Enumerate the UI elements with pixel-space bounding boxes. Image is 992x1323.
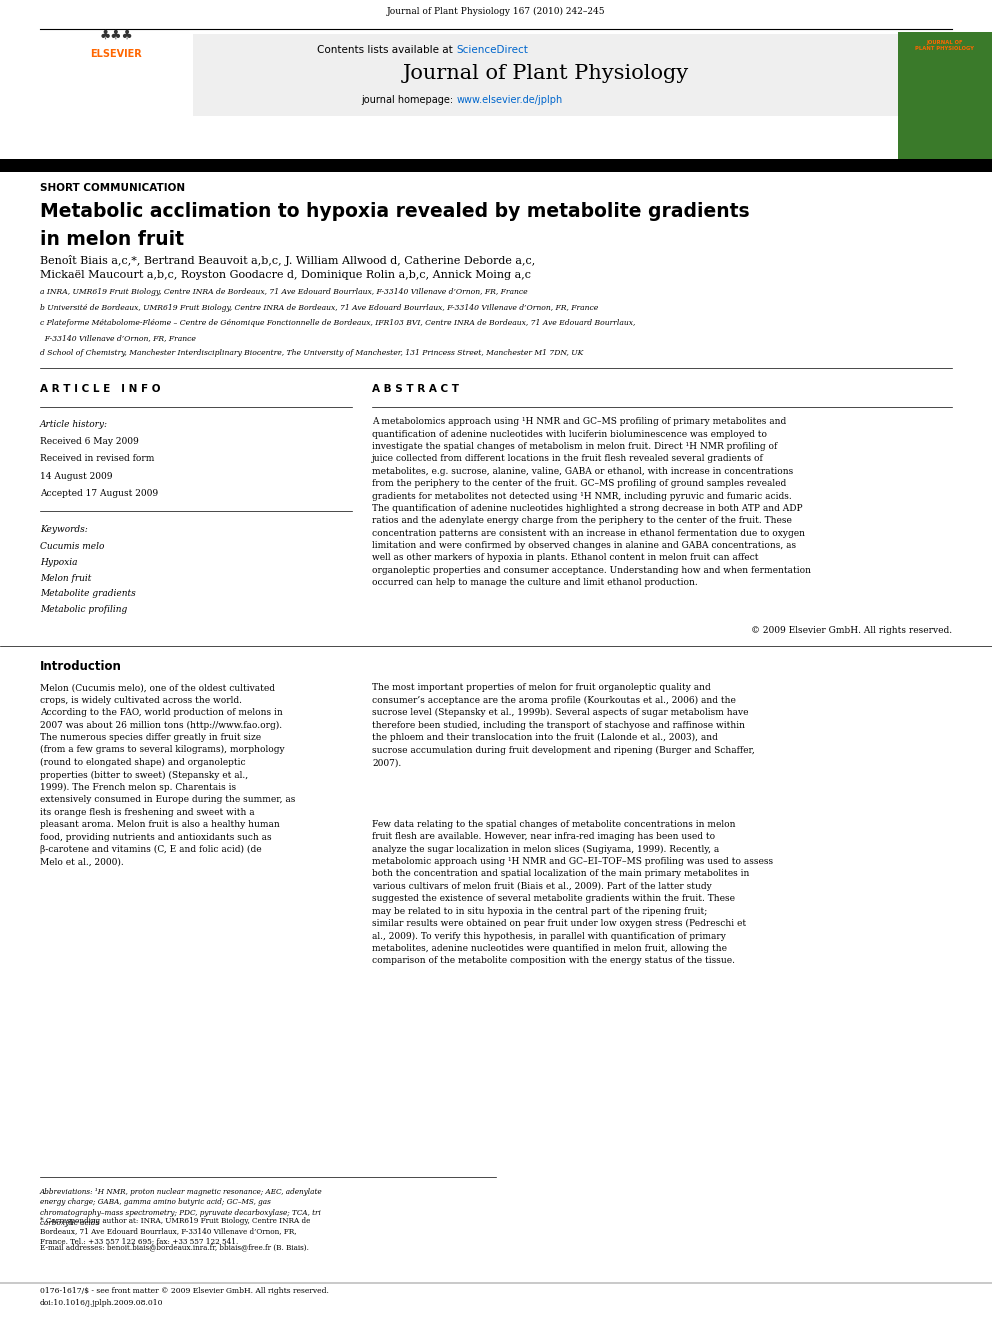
Text: Cucumis melo: Cucumis melo xyxy=(40,541,104,550)
Text: Introduction: Introduction xyxy=(40,659,122,672)
Text: Journal of Plant Physiology 167 (2010) 242–245: Journal of Plant Physiology 167 (2010) 2… xyxy=(387,7,605,16)
Text: Metabolic acclimation to hypoxia revealed by metabolite gradients: Metabolic acclimation to hypoxia reveale… xyxy=(40,202,749,221)
Text: A metabolomics approach using ¹H NMR and GC–MS profiling of primary metabolites : A metabolomics approach using ¹H NMR and… xyxy=(372,417,811,587)
Text: doi:10.1016/j.jplph.2009.08.010: doi:10.1016/j.jplph.2009.08.010 xyxy=(40,1299,163,1307)
Text: Melon (Cucumis melo), one of the oldest cultivated
crops, is widely cultivated a: Melon (Cucumis melo), one of the oldest … xyxy=(40,683,295,867)
FancyBboxPatch shape xyxy=(0,159,992,172)
Text: Article history:: Article history: xyxy=(40,419,108,429)
Text: Abbreviations: ¹H NMR, proton nuclear magnetic resonance; AEC, adenylate
energy : Abbreviations: ¹H NMR, proton nuclear ma… xyxy=(40,1188,322,1228)
Text: c Plateforme Métabolome-Fléome – Centre de Génomique Fonctionnelle de Bordeaux, : c Plateforme Métabolome-Fléome – Centre … xyxy=(40,319,635,327)
Text: journal homepage:: journal homepage: xyxy=(361,95,456,106)
Text: 14 August 2009: 14 August 2009 xyxy=(40,471,112,480)
Text: SHORT COMMUNICATION: SHORT COMMUNICATION xyxy=(40,183,185,193)
Text: a INRA, UMR619 Fruit Biology, Centre INRA de Bordeaux, 71 Ave Edouard Bourrlaux,: a INRA, UMR619 Fruit Biology, Centre INR… xyxy=(40,288,528,296)
Text: Journal of Plant Physiology: Journal of Plant Physiology xyxy=(403,64,688,82)
FancyBboxPatch shape xyxy=(193,34,898,116)
Text: ♣♣♣: ♣♣♣ xyxy=(99,29,133,42)
Text: * Corresponding author at: INRA, UMR619 Fruit Biology, Centre INRA de
Bordeaux, : * Corresponding author at: INRA, UMR619 … xyxy=(40,1217,310,1246)
Text: Received 6 May 2009: Received 6 May 2009 xyxy=(40,437,139,446)
Text: © 2009 Elsevier GmbH. All rights reserved.: © 2009 Elsevier GmbH. All rights reserve… xyxy=(751,626,952,635)
Text: 0176-1617/$ - see front matter © 2009 Elsevier GmbH. All rights reserved.: 0176-1617/$ - see front matter © 2009 El… xyxy=(40,1287,328,1295)
Text: www.elsevier.de/jplph: www.elsevier.de/jplph xyxy=(456,95,562,106)
Text: E-mail addresses: benoit.biais@bordeaux.inra.fr, bbiais@free.fr (B. Biais).: E-mail addresses: benoit.biais@bordeaux.… xyxy=(40,1244,309,1252)
Text: Metabolic profiling: Metabolic profiling xyxy=(40,605,127,614)
Text: A R T I C L E   I N F O: A R T I C L E I N F O xyxy=(40,384,160,394)
Text: JOURNAL OF
PLANT PHYSIOLOGY: JOURNAL OF PLANT PHYSIOLOGY xyxy=(915,40,974,50)
Text: Keywords:: Keywords: xyxy=(40,524,87,533)
Text: Few data relating to the spatial changes of metabolite concentrations in melon
f: Few data relating to the spatial changes… xyxy=(372,820,773,966)
Text: Contents lists available at: Contents lists available at xyxy=(317,45,456,56)
Text: d School of Chemistry, Manchester Interdisciplinary Biocentre, The University of: d School of Chemistry, Manchester Interd… xyxy=(40,349,583,357)
Text: ELSEVIER: ELSEVIER xyxy=(90,49,142,60)
Text: in melon fruit: in melon fruit xyxy=(40,230,184,249)
Text: The most important properties of melon for fruit organoleptic quality and
consum: The most important properties of melon f… xyxy=(372,683,755,767)
Text: Melon fruit: Melon fruit xyxy=(40,573,91,582)
Text: F-33140 Villenave d’Ornon, FR, France: F-33140 Villenave d’Ornon, FR, France xyxy=(40,333,195,343)
FancyBboxPatch shape xyxy=(40,32,193,161)
Text: Mickaël Maucourt a,b,c, Royston Goodacre d, Dominique Rolin a,b,c, Annick Moing : Mickaël Maucourt a,b,c, Royston Goodacre… xyxy=(40,270,531,280)
Text: Metabolite gradients: Metabolite gradients xyxy=(40,589,136,598)
Text: Benoît Biais a,c,*, Bertrand Beauvoit a,b,c, J. William Allwood d, Catherine Deb: Benoît Biais a,c,*, Bertrand Beauvoit a,… xyxy=(40,255,535,266)
Text: Accepted 17 August 2009: Accepted 17 August 2009 xyxy=(40,488,158,497)
Text: A B S T R A C T: A B S T R A C T xyxy=(372,384,459,394)
Text: b Université de Bordeaux, UMR619 Fruit Biology, Centre INRA de Bordeaux, 71 Ave : b Université de Bordeaux, UMR619 Fruit B… xyxy=(40,303,598,312)
Text: Hypoxia: Hypoxia xyxy=(40,557,77,566)
Text: Received in revised form: Received in revised form xyxy=(40,454,154,463)
FancyBboxPatch shape xyxy=(898,32,992,161)
Text: ScienceDirect: ScienceDirect xyxy=(456,45,528,56)
